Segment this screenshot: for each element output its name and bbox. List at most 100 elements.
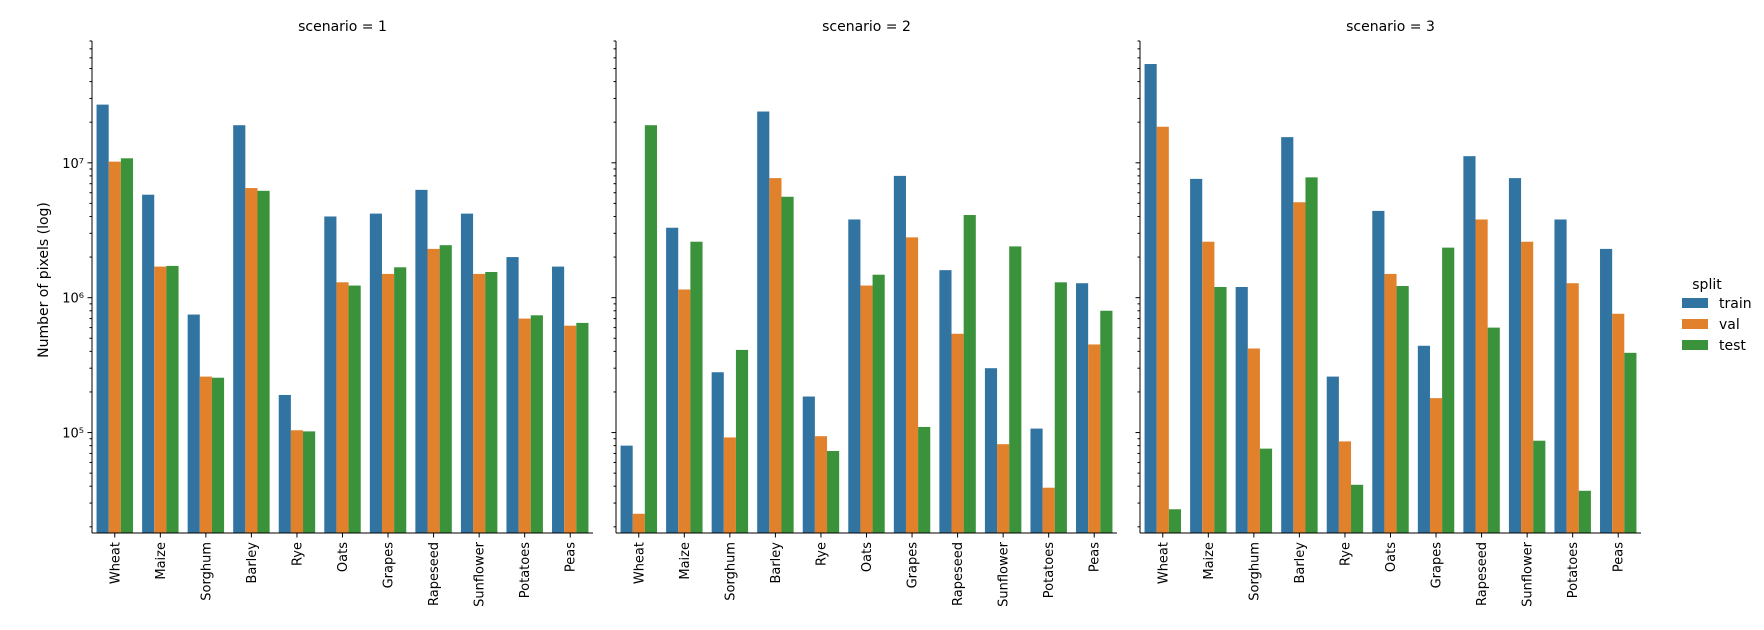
bar-train-sunflower [1508,178,1522,534]
x-tick-label-sunflower: Sunflower [1521,541,1536,607]
bar-test-sorghum [1259,448,1273,533]
x-tick-label-maize: Maize [1202,542,1217,580]
x-tick-label-peas: Peas [564,542,579,572]
bar-test-oats [348,285,361,533]
x-tick-label-sorghum: Sorghum [723,542,738,601]
bar-train-grapes [893,175,906,533]
bar-train-potatoes [1554,219,1567,534]
bar-train-maize [1190,178,1203,533]
x-tick-label-sunflower: Sunflower [473,541,488,607]
bar-val-maize [678,289,691,533]
bar-val-oats [1384,273,1397,533]
bar-val-barley [769,178,782,534]
bar-train-sunflower [984,368,998,533]
y-tick-label: 10⁶ [62,292,84,307]
bar-train-sorghum [711,372,724,533]
bar-val-maize [1202,241,1215,533]
bar-train-oats [324,216,337,534]
bar-test-rapeseed [1487,327,1500,533]
bar-train-rye [278,394,291,533]
bar-test-oats [872,274,885,533]
x-tick-label-potatoes: Potatoes [1042,542,1057,598]
bar-train-peas [1600,248,1613,533]
x-tick-label-wheat: Wheat [108,542,123,584]
bar-train-peas [552,266,565,533]
bar-val-rye [290,430,304,533]
legend-swatch-val [1682,319,1708,329]
bar-train-sorghum [1235,287,1248,533]
bar-val-oats [860,285,873,533]
bar-train-rapeseed [415,189,428,533]
x-tick-label-rye: Rye [1338,542,1353,566]
bar-test-grapes [918,426,931,533]
legend-title: split [1692,277,1722,293]
legend: split train val test [1682,277,1752,354]
bar-test-rye [827,450,840,533]
bar-val-potatoes [1566,283,1579,533]
x-tick-label-sorghum: Sorghum [1247,542,1262,601]
x-tick-label-sunflower: Sunflower [997,541,1012,607]
bar-train-maize [666,227,679,534]
bar-test-wheat [120,158,133,534]
bar-train-grapes [369,213,382,533]
bar-val-grapes [1429,398,1443,533]
legend-entries: train val test [1682,296,1752,354]
bar-val-peas [564,325,577,533]
panel-title: scenario = 2 [822,19,911,35]
bar-train-maize [142,194,155,533]
bar-train-wheat [620,445,633,533]
bar-test-grapes [1442,247,1455,533]
bar-test-rye [1351,484,1364,533]
bar-val-peas [1088,344,1101,533]
x-tick-label-rye: Rye [814,542,829,566]
bar-val-rapeseed [951,333,964,533]
x-tick-label-barley: Barley [769,542,784,584]
x-tick-label-maize: Maize [154,542,169,580]
bar-val-potatoes [518,318,531,533]
panel-1: scenario = 1 10⁵ 10⁶ 10⁷ Wheat Maize Sorghum Ba… [62,19,593,607]
panel-2: scenario = 2 Wheat Maize Sorghum Barley Rye Oa… [611,19,1117,607]
bar-val-maize [154,266,167,533]
bar-train-peas [1076,283,1089,533]
bar-val-wheat [1156,126,1169,534]
legend-label-test: test [1719,338,1746,354]
bar-val-rye [814,436,828,533]
x-tick-label-grapes: Grapes [382,542,397,589]
x-tick-label-barley: Barley [1293,542,1308,584]
bar-test-barley [781,196,794,533]
x-tick-label-oats: Oats [336,542,351,572]
bar-train-wheat [1144,64,1157,534]
bar-val-rapeseed [427,248,440,533]
y-tick-label: 10⁵ [62,427,84,442]
bar-val-sorghum [1247,348,1260,533]
x-tick-label-peas: Peas [1612,542,1627,572]
bar-val-sunflower [1521,241,1534,533]
panel-title: scenario = 1 [298,19,387,35]
bar-val-sorghum [723,437,736,533]
bar-train-potatoes [506,257,519,533]
bar-test-wheat [1168,509,1181,533]
bar-train-barley [233,125,246,534]
bar-test-oats [1396,286,1409,533]
bar-test-maize [166,265,179,533]
bar-test-sorghum [211,377,225,533]
x-tick-label-wheat: Wheat [632,542,647,584]
bar-test-potatoes [1578,490,1591,533]
bar-test-maize [1214,287,1227,533]
bar-train-barley [757,111,770,534]
bar-test-wheat [644,125,657,534]
bar-test-sorghum [735,349,749,533]
bar-test-potatoes [530,315,543,533]
x-tick-label-potatoes: Potatoes [1566,542,1581,598]
bar-train-barley [1281,137,1294,533]
bar-val-potatoes [1042,487,1055,533]
bar-test-maize [690,241,703,533]
bar-test-grapes [394,267,407,533]
x-tick-label-rapeseed: Rapeseed [951,542,966,606]
bar-train-oats [1372,210,1385,533]
bar-val-oats [336,282,349,533]
bar-test-peas [576,322,589,533]
x-tick-label-oats: Oats [860,542,875,572]
x-tick-label-rapeseed: Rapeseed [1475,542,1490,606]
x-tick-label-grapes: Grapes [1430,542,1445,589]
